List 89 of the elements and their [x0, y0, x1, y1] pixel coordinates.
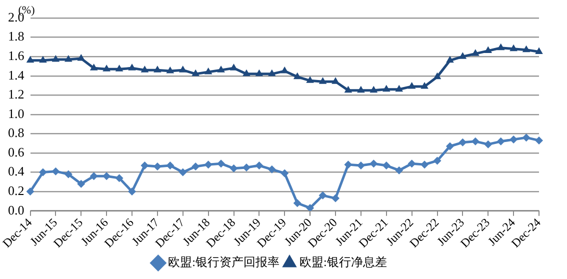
point — [458, 138, 467, 146]
point — [318, 191, 327, 200]
point — [77, 54, 86, 61]
point — [102, 172, 111, 180]
point — [154, 66, 162, 72]
point — [64, 54, 72, 62]
point — [217, 160, 226, 168]
point — [39, 56, 47, 63]
point — [420, 82, 428, 89]
y-tick-label: 0.6 — [8, 144, 25, 160]
point — [433, 72, 442, 80]
y-tick-label: 1.0 — [8, 106, 24, 121]
point — [395, 166, 404, 174]
point — [344, 86, 352, 93]
legend-label: 欧盟:银行资产回报率 — [168, 255, 280, 270]
point — [344, 160, 352, 169]
point — [255, 162, 264, 170]
point — [268, 69, 276, 76]
point — [496, 137, 505, 146]
point — [178, 66, 187, 72]
y-tick-label: 0.0 — [8, 202, 24, 218]
point — [204, 67, 212, 74]
point — [166, 162, 174, 170]
point — [535, 136, 543, 144]
point — [140, 66, 149, 72]
point — [115, 64, 124, 72]
y-tick-label: 1.2 — [8, 86, 24, 102]
point — [255, 69, 264, 76]
point — [204, 160, 212, 169]
point — [268, 165, 276, 174]
y-tick-label: 1.8 — [8, 28, 24, 44]
point — [102, 64, 110, 72]
point — [420, 160, 429, 169]
point — [280, 169, 289, 178]
point — [115, 174, 124, 182]
point — [26, 56, 34, 63]
point — [128, 64, 136, 70]
point — [382, 162, 390, 170]
point — [370, 86, 378, 93]
y-tick-label: 1.4 — [8, 67, 25, 82]
point — [408, 82, 416, 89]
point — [306, 76, 314, 83]
point — [522, 45, 530, 52]
point — [178, 168, 187, 176]
point — [318, 77, 327, 84]
point — [140, 162, 149, 170]
point — [446, 56, 454, 63]
point — [496, 43, 505, 50]
legend-label: 欧盟:银行净息差 — [300, 255, 387, 270]
point — [370, 160, 378, 168]
point — [293, 72, 302, 80]
point — [357, 86, 365, 93]
point — [395, 84, 403, 92]
point — [472, 49, 480, 56]
point — [484, 46, 492, 54]
point — [90, 172, 98, 180]
point — [522, 134, 530, 142]
point — [217, 66, 225, 72]
point — [128, 188, 136, 196]
y-tick-label: 0.2 — [8, 182, 24, 198]
point — [535, 47, 543, 54]
point — [458, 52, 467, 59]
point — [471, 137, 480, 146]
point — [510, 44, 518, 52]
y-tick-label: 0.8 — [8, 125, 24, 140]
point — [64, 170, 72, 178]
point — [293, 199, 302, 208]
point — [510, 135, 518, 144]
point — [192, 69, 200, 76]
point — [446, 142, 454, 150]
point — [433, 156, 442, 165]
point — [382, 84, 390, 92]
point — [90, 64, 98, 70]
point — [166, 66, 174, 74]
point — [38, 168, 47, 176]
y-tick-label: 0.4 — [8, 164, 25, 179]
point — [52, 167, 60, 176]
y-tick-label: 1.6 — [8, 48, 25, 63]
point — [408, 160, 416, 168]
point — [26, 188, 34, 196]
point — [52, 54, 60, 62]
point — [306, 204, 314, 211]
point — [192, 162, 200, 170]
point — [484, 140, 492, 148]
point — [242, 69, 250, 76]
point — [332, 77, 340, 84]
point — [230, 164, 238, 172]
point — [77, 180, 86, 188]
point — [332, 194, 340, 202]
